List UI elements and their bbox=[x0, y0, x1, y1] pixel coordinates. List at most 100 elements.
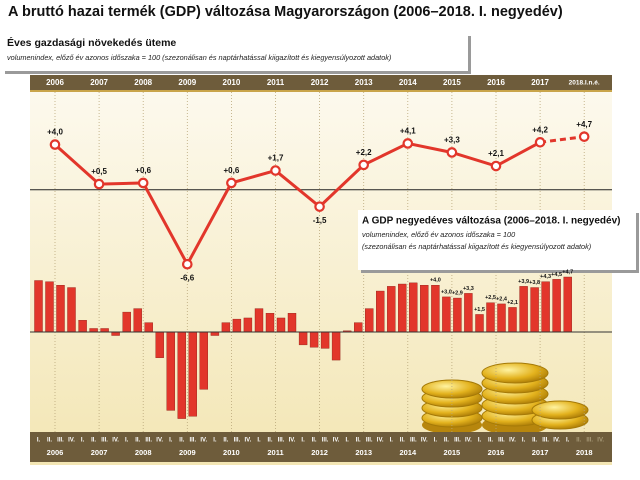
x-tick-label: I. bbox=[434, 438, 438, 444]
bar bbox=[431, 285, 440, 333]
year-label: 2009 bbox=[179, 448, 196, 457]
x-tick-label: III. bbox=[234, 438, 241, 444]
year-label: 2006 bbox=[47, 448, 64, 457]
value-label: +3,9 bbox=[518, 279, 529, 285]
bar bbox=[34, 280, 43, 333]
year-band bbox=[30, 75, 612, 90]
bar bbox=[309, 331, 319, 348]
x-tick-label: II. bbox=[267, 438, 272, 444]
x-tick-label: IV. bbox=[597, 438, 604, 444]
value-label: +2,4 bbox=[496, 296, 508, 302]
year-label: 2015 bbox=[444, 448, 461, 457]
x-tick-label: II. bbox=[356, 438, 361, 444]
year-label: 2011 bbox=[267, 448, 283, 457]
point bbox=[226, 177, 237, 189]
bar bbox=[199, 331, 209, 390]
value-label: +4,7 bbox=[562, 269, 573, 275]
year-label: 2015 bbox=[443, 78, 461, 87]
x-tick-label: II. bbox=[444, 438, 449, 444]
x-tick-label: IV. bbox=[509, 438, 516, 444]
x-tick-label: I. bbox=[390, 438, 394, 444]
value-label: +2,1 bbox=[507, 300, 518, 306]
bar bbox=[188, 331, 198, 417]
year-label: 2017 bbox=[532, 448, 549, 457]
x-tick-label: II. bbox=[135, 438, 140, 444]
bar bbox=[166, 331, 176, 411]
x-tick-label: II. bbox=[576, 438, 581, 444]
x-tick-label: I. bbox=[478, 438, 482, 444]
x-tick-label: I. bbox=[213, 438, 217, 444]
year-band-line bbox=[30, 90, 612, 92]
x-tick-label: I. bbox=[125, 438, 129, 444]
value-label: +4,7 bbox=[576, 120, 592, 129]
x-tick-label: I. bbox=[346, 438, 350, 444]
bar bbox=[453, 297, 462, 333]
quarter-band bbox=[30, 432, 612, 462]
panel-subtitle: volumenindex, előző év azonos időszaka =… bbox=[362, 230, 515, 239]
point bbox=[314, 201, 325, 212]
year-label: 2018 bbox=[576, 448, 593, 457]
bar bbox=[519, 286, 528, 333]
point bbox=[446, 147, 458, 158]
value-label: +2,5 bbox=[485, 295, 496, 301]
value-label: +3,0 bbox=[441, 289, 452, 295]
point bbox=[93, 178, 105, 190]
x-tick-label: III. bbox=[101, 438, 108, 444]
x-tick-label: II. bbox=[400, 438, 405, 444]
line bbox=[53, 140, 541, 268]
year-label: 2008 bbox=[134, 78, 152, 87]
page-title: A bruttó hazai termék (GDP) változása Ma… bbox=[8, 4, 563, 20]
panel-title: Éves gazdasági növekedés üteme bbox=[7, 36, 176, 49]
bar bbox=[298, 331, 308, 346]
bar bbox=[177, 331, 187, 419]
year-label: 2010 bbox=[223, 448, 240, 457]
bar bbox=[464, 293, 473, 333]
point bbox=[137, 177, 149, 189]
year-label: 2014 bbox=[399, 448, 417, 457]
value-label: +1,7 bbox=[268, 154, 284, 163]
x-tick-label: II. bbox=[223, 438, 228, 444]
bar bbox=[552, 279, 561, 333]
panel-subtitle: volumenindex, előző év azonos időszaka =… bbox=[7, 53, 391, 62]
x-tick-label: IV. bbox=[68, 438, 75, 444]
point bbox=[49, 139, 61, 150]
value-label: +4,0 bbox=[430, 278, 441, 284]
bar bbox=[365, 308, 374, 333]
year-label: 2008 bbox=[135, 448, 152, 457]
bar bbox=[563, 276, 572, 333]
bar bbox=[331, 331, 341, 361]
value-label: +3,8 bbox=[529, 280, 540, 286]
bar bbox=[100, 328, 109, 333]
x-tick-label: II. bbox=[312, 438, 317, 444]
panel-note: (szezonálisan és naptárhatással kiigazít… bbox=[362, 242, 591, 251]
x-tick-label: I. bbox=[257, 438, 261, 444]
year-label: 2017 bbox=[531, 78, 549, 87]
x-tick-label: III. bbox=[454, 438, 461, 444]
x-tick-label: IV. bbox=[553, 438, 560, 444]
value-label: +0,6 bbox=[224, 166, 240, 175]
x-tick-label: IV. bbox=[112, 438, 119, 444]
x-tick-label: II. bbox=[91, 438, 96, 444]
bar bbox=[508, 307, 517, 333]
year-label: 2016 bbox=[487, 78, 505, 87]
bar bbox=[243, 317, 253, 333]
bar bbox=[133, 308, 142, 333]
value-label: +1,5 bbox=[474, 307, 485, 313]
point bbox=[358, 159, 369, 171]
bar bbox=[376, 290, 385, 333]
bar bbox=[254, 308, 264, 333]
point bbox=[490, 160, 502, 172]
x-tick-label: I. bbox=[81, 438, 85, 444]
bar bbox=[475, 314, 484, 333]
year-label: 2009 bbox=[178, 78, 196, 87]
bar bbox=[67, 287, 76, 333]
bar bbox=[265, 313, 275, 333]
value-label: +4,5 bbox=[551, 272, 562, 278]
x-tick-label: IV. bbox=[289, 438, 296, 444]
value-label: +2,1 bbox=[488, 149, 504, 158]
x-tick-label: III. bbox=[498, 438, 505, 444]
x-tick-label: II. bbox=[47, 438, 52, 444]
x-tick-label: I. bbox=[169, 438, 173, 444]
x-tick-label: II. bbox=[179, 438, 184, 444]
year-label: 2006 bbox=[46, 78, 64, 87]
